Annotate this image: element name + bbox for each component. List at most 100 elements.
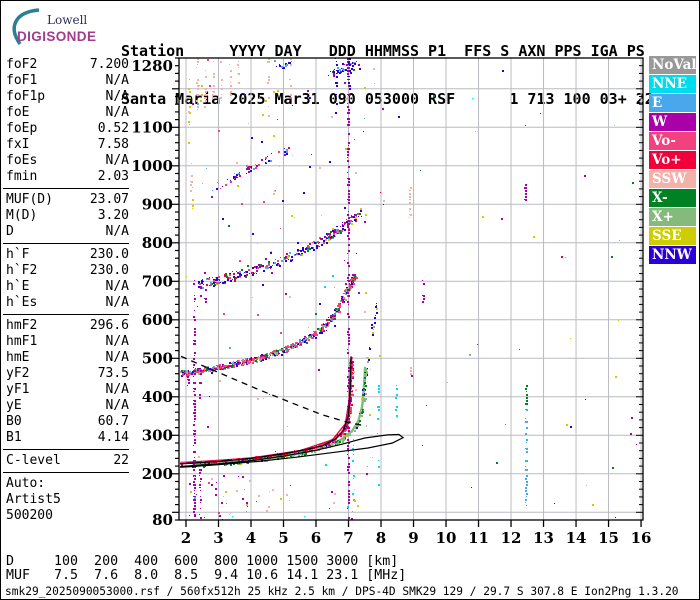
param-label: MUF(D)	[6, 192, 53, 207]
legend-item-x: X-	[649, 189, 696, 207]
logo-lowell-text: Lowell	[47, 13, 87, 27]
param-value: 4.14	[97, 430, 129, 445]
param-value: 2.03	[97, 169, 129, 184]
svg-text:12: 12	[501, 529, 522, 547]
param-label: hmF1	[6, 334, 38, 349]
svg-text:2: 2	[181, 529, 191, 547]
param-value: 296.6	[89, 318, 129, 333]
header-columns: Station YYYY DAY DDD HHMMSS P1 FFS S AXN…	[121, 42, 645, 60]
param-label: h`F2	[6, 263, 38, 278]
param-row-foEs: foEs N/A	[6, 153, 129, 169]
svg-text:1280: 1280	[131, 57, 173, 75]
param-row-foF1: foF1 N/A	[6, 73, 129, 89]
svg-text:16: 16	[631, 529, 652, 547]
param-value: 7.58	[97, 137, 129, 152]
param-value: 7.200	[89, 57, 129, 72]
muf-row: MUF 7.5 7.6 8.0 8.5 9.4 10.6 14.1 23.1 […	[6, 568, 407, 583]
svg-text:7: 7	[343, 529, 353, 547]
svg-text:600: 600	[142, 311, 173, 329]
param-label: yF2	[6, 366, 30, 381]
svg-text:9: 9	[408, 529, 418, 547]
param-row-hF: h`F 230.0	[6, 247, 129, 263]
param-row-hE: h`E N/A	[6, 279, 129, 295]
param-row-yF1: yF1 N/A	[6, 382, 129, 398]
param-label: fxI	[6, 137, 30, 152]
param-label: B0	[6, 414, 22, 429]
param-label: foF1p	[6, 89, 46, 104]
param-label: D	[6, 224, 14, 239]
param-row-MD: M(D) 3.20	[6, 208, 129, 224]
svg-text:700: 700	[142, 272, 173, 290]
svg-text:400: 400	[142, 388, 173, 406]
svg-text:800: 800	[142, 234, 173, 252]
param-row-yE: yE N/A	[6, 398, 129, 414]
param-label: M(D)	[6, 208, 38, 223]
param-label: foEs	[6, 153, 38, 168]
param-label: h`Es	[6, 295, 38, 310]
svg-text:11: 11	[468, 529, 489, 547]
legend-item-nne: NNE	[649, 75, 696, 93]
param-label: foEp	[6, 121, 38, 136]
param-value: N/A	[105, 398, 129, 413]
svg-text:5: 5	[278, 529, 288, 547]
param-label: foF2	[6, 57, 38, 72]
param-value: N/A	[105, 73, 129, 88]
param-label: yE	[6, 398, 22, 413]
logo-swoosh-icon	[12, 8, 40, 46]
panel-divider	[3, 314, 129, 315]
param-value: 0.52	[97, 121, 129, 136]
param-value: 73.5	[97, 366, 129, 381]
svg-text:300: 300	[142, 426, 173, 444]
param-row-hmF1: hmF1 N/A	[6, 334, 129, 350]
param-value: 23.07	[89, 192, 129, 207]
svg-text:8: 8	[376, 529, 386, 547]
ionogram-plot: 1280 1100 1000 900 800 700 600 500 400 300 200 80 2 3…	[131, 57, 652, 547]
autoscaling-info: Artist5	[6, 492, 61, 507]
svg-text:14: 14	[566, 529, 587, 547]
param-label: h`F	[6, 247, 30, 262]
param-value: 3.20	[97, 208, 129, 223]
param-row-fxI: fxI 7.58	[6, 137, 129, 153]
svg-text:4: 4	[246, 529, 256, 547]
param-row-foF2: foF2 7.200	[6, 57, 129, 73]
svg-text:1100: 1100	[131, 118, 173, 136]
autoscaling-info: 500200	[6, 508, 53, 523]
param-value: N/A	[105, 382, 129, 397]
panel-divider	[3, 243, 129, 244]
svg-text:3: 3	[213, 529, 223, 547]
param-label: hmE	[6, 350, 30, 365]
legend-item-ssw: SSW	[649, 170, 696, 188]
legend-item-vo: Vo+	[649, 151, 696, 169]
panel-divider	[3, 472, 129, 473]
param-label: h`E	[6, 279, 30, 294]
param-row-foE: foE N/A	[6, 105, 129, 121]
distance-row: D 100 200 400 600 800 1000 1500 3000 [km…	[6, 554, 399, 569]
param-row-foEp: foEp 0.52	[6, 121, 129, 137]
param-row-fmin: fmin 2.03	[6, 169, 129, 185]
param-row-yF2: yF2 73.5	[6, 366, 129, 382]
param-value: 230.0	[89, 247, 129, 262]
param-value: 60.7	[97, 414, 129, 429]
param-value: N/A	[105, 279, 129, 294]
param-row-B1: B1 4.14	[6, 430, 129, 446]
param-value: N/A	[105, 334, 129, 349]
param-label: yF1	[6, 382, 30, 397]
legend-item-x: X+	[649, 208, 696, 226]
param-row-hmF2: hmF2 296.6	[6, 318, 129, 334]
param-label: foF1	[6, 73, 38, 88]
param-row-hmE: hmE N/A	[6, 350, 129, 366]
legend-item-nnw: NNW	[649, 246, 696, 264]
legend-item-w: W	[649, 113, 696, 131]
param-label: foE	[6, 105, 30, 120]
param-value: N/A	[105, 350, 129, 365]
svg-text:500: 500	[142, 349, 173, 367]
param-row-D: D N/A	[6, 224, 129, 240]
panel-divider	[3, 449, 129, 450]
logo-digisonde-text: DIGISONDE	[17, 29, 96, 44]
param-row-hEs: h`Es N/A	[6, 295, 129, 311]
svg-text:80: 80	[152, 511, 173, 529]
svg-text:6: 6	[311, 529, 321, 547]
panel-divider	[3, 188, 129, 189]
param-value: N/A	[105, 105, 129, 120]
